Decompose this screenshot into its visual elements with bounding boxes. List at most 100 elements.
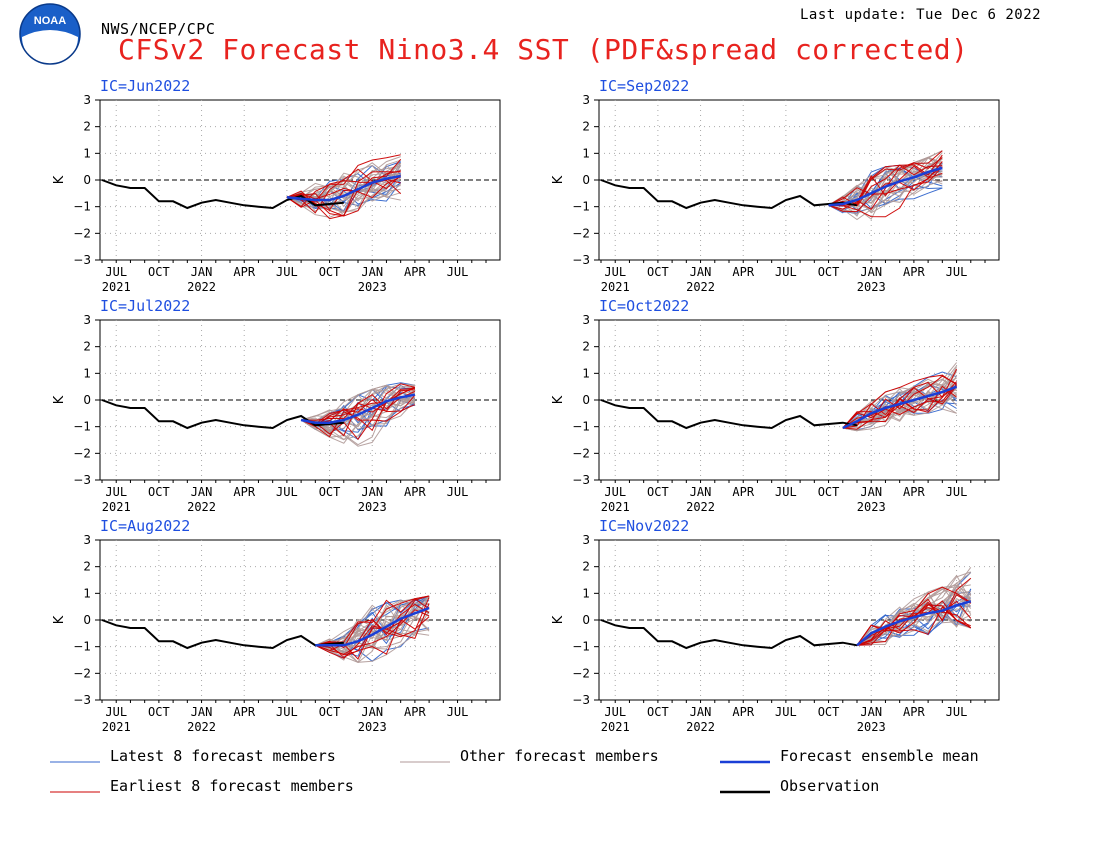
other-member-line [828, 156, 943, 212]
x-tick-label: OCT [319, 485, 341, 499]
earliest-member-line [828, 172, 943, 213]
x-tick-label: JUL [447, 485, 469, 499]
x-tick-label: APR [732, 485, 754, 499]
observation-line [101, 179, 344, 210]
observation-line [101, 399, 344, 430]
y-axis-label: K [52, 395, 67, 404]
y-tick-label: −2 [73, 446, 91, 460]
y-tick-label: 3 [83, 313, 91, 327]
x-tick-label: JAN [860, 705, 882, 719]
other-member-line [286, 187, 401, 218]
earliest-member-line [286, 168, 402, 214]
y-tick-label: 0 [582, 173, 590, 187]
other-member-line [286, 175, 402, 199]
x-tick-label: JUL [447, 265, 469, 279]
earliest-member-line [315, 595, 430, 646]
x-tick-label: OCT [319, 265, 341, 279]
ensemble-mean-line [286, 174, 401, 202]
earliest-member-line [286, 171, 401, 202]
x-tick-label: OCT [818, 265, 840, 279]
x-year-label: 2021 [102, 280, 131, 294]
x-tick-label: JAN [860, 265, 882, 279]
y-tick-label: −1 [73, 640, 91, 654]
legend-label-earliest: Earliest 8 forecast members [110, 777, 354, 795]
other-member-line [315, 595, 430, 663]
x-tick-label: APR [903, 485, 925, 499]
chart-title: CFSv2 Forecast Nino3.4 SST (PDF&spread c… [118, 33, 969, 66]
x-tick-label: JUL [447, 705, 469, 719]
legend-label-observation: Observation [780, 777, 879, 795]
y-tick-label: −2 [572, 666, 590, 680]
earliest-member-line [300, 386, 416, 438]
y-tick-label: −2 [572, 446, 590, 460]
logo-text: NOAA [34, 15, 66, 27]
y-tick-label: 0 [582, 393, 590, 407]
x-year-label: 2022 [686, 280, 715, 294]
x-tick-label: JUL [604, 485, 626, 499]
earliest-member-line [842, 381, 957, 429]
y-tick-label: 0 [83, 393, 91, 407]
x-year-label: 2023 [857, 280, 886, 294]
y-tick-label: −3 [572, 693, 590, 707]
other-member-line [315, 604, 430, 646]
other-member-line [856, 591, 971, 646]
x-tick-label: JAN [361, 705, 383, 719]
x-tick-label: OCT [148, 265, 170, 279]
x-tick-label: JUL [946, 705, 968, 719]
ensemble-mean-line [856, 600, 972, 647]
legend-label-latest: Latest 8 forecast members [110, 747, 336, 765]
other-member-line [842, 393, 957, 432]
panel-title: IC=Aug2022 [100, 517, 190, 535]
x-tick-label: JAN [860, 485, 882, 499]
y-tick-label: 2 [83, 560, 91, 574]
logo-gull [22, 30, 78, 65]
other-member-line [828, 150, 943, 206]
x-tick-label: JUL [946, 265, 968, 279]
y-tick-label: 3 [582, 313, 590, 327]
x-year-label: 2022 [187, 720, 216, 734]
y-tick-label: 2 [83, 120, 91, 134]
observation-line [600, 179, 858, 210]
ensemble-mean-line [300, 393, 416, 424]
earliest-member-line [856, 600, 972, 646]
legend-label-other: Other forecast members [460, 747, 659, 765]
x-tick-label: JUL [604, 705, 626, 719]
legend: Latest 8 forecast members Other forecast … [50, 747, 979, 795]
x-year-label: 2023 [358, 500, 387, 514]
other-member-line [286, 162, 402, 205]
y-tick-label: 0 [83, 613, 91, 627]
y-tick-label: 0 [83, 173, 91, 187]
earliest-member-line [315, 598, 430, 656]
x-tick-label: JUL [276, 705, 298, 719]
earliest-member-line [828, 166, 943, 218]
earliest-member-line [315, 603, 430, 659]
x-year-label: 2022 [187, 500, 216, 514]
y-axis-label: K [551, 615, 566, 624]
x-tick-label: JUL [775, 705, 797, 719]
x-tick-label: OCT [818, 705, 840, 719]
y-axis-label: K [52, 175, 67, 184]
x-year-label: 2023 [857, 500, 886, 514]
x-year-label: 2023 [857, 720, 886, 734]
y-tick-label: −1 [73, 200, 91, 214]
x-tick-label: APR [732, 265, 754, 279]
earliest-member-line [286, 154, 401, 208]
earliest-member-line [842, 384, 957, 429]
x-year-label: 2021 [601, 720, 630, 734]
noaa-logo: NOAA [19, 3, 81, 65]
earliest-member-line [828, 150, 943, 206]
other-member-line [856, 567, 972, 646]
y-tick-label: −2 [73, 226, 91, 240]
x-tick-label: JUL [604, 265, 626, 279]
x-tick-label: OCT [148, 705, 170, 719]
y-tick-label: −3 [73, 473, 91, 487]
other-member-line [828, 170, 943, 221]
observation-line [600, 619, 858, 650]
x-tick-label: JAN [361, 485, 383, 499]
x-year-label: 2021 [601, 500, 630, 514]
x-tick-label: OCT [319, 705, 341, 719]
y-tick-label: −3 [73, 693, 91, 707]
other-member-line [842, 400, 957, 432]
x-tick-label: OCT [647, 485, 669, 499]
